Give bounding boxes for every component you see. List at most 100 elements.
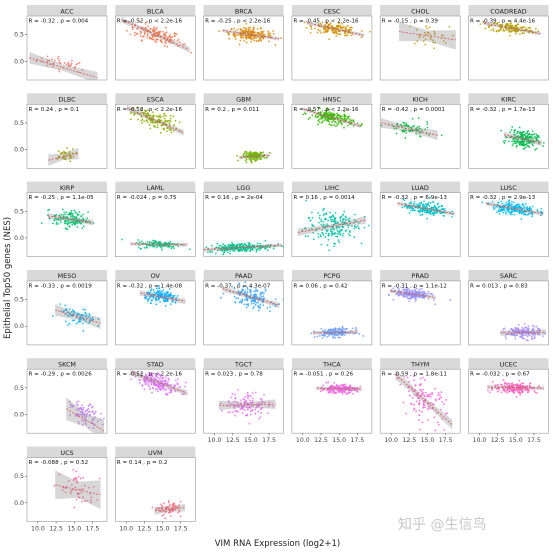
data-point	[170, 294, 173, 297]
data-point	[505, 208, 508, 211]
data-point	[234, 29, 237, 32]
data-point	[261, 400, 263, 403]
data-point	[67, 213, 70, 216]
data-point	[262, 30, 265, 33]
data-point	[413, 407, 416, 410]
data-point	[153, 35, 155, 38]
data-point	[151, 295, 154, 298]
data-point	[442, 403, 445, 405]
data-point	[346, 392, 349, 395]
data-point	[505, 23, 508, 26]
data-point	[72, 216, 75, 219]
data-point	[399, 293, 401, 296]
data-point	[331, 31, 334, 33]
data-point	[91, 418, 94, 421]
data-point	[77, 219, 80, 222]
data-point	[496, 211, 498, 214]
data-point	[86, 409, 88, 412]
data-point	[245, 152, 248, 155]
data-point	[484, 27, 486, 30]
data-point	[257, 301, 260, 304]
data-point	[487, 26, 490, 29]
data-point	[163, 291, 166, 294]
data-point	[517, 323, 520, 326]
data-point	[60, 213, 63, 216]
facet-strip	[115, 93, 196, 105]
data-point	[334, 217, 337, 220]
data-point	[63, 155, 66, 158]
data-point	[513, 205, 516, 208]
data-point	[416, 126, 419, 129]
x-tick-label: 10.0	[473, 437, 487, 444]
data-point	[149, 376, 152, 379]
data-point	[505, 213, 507, 215]
data-point	[141, 118, 144, 121]
data-point	[512, 385, 515, 387]
data-point	[334, 330, 336, 333]
data-point	[516, 331, 519, 334]
data-point	[505, 383, 508, 386]
data-point	[190, 51, 192, 54]
data-point	[64, 320, 67, 323]
data-point	[528, 207, 531, 210]
data-point	[250, 300, 253, 303]
data-point	[153, 26, 156, 29]
data-point	[440, 211, 443, 214]
confidence-band	[55, 304, 101, 330]
data-point	[537, 139, 539, 142]
data-point	[411, 296, 413, 299]
data-point	[81, 413, 83, 416]
data-point	[353, 225, 356, 227]
data-point	[346, 124, 349, 127]
data-point	[162, 513, 165, 516]
y-tick-label: 0.0	[14, 323, 24, 330]
data-point	[220, 409, 223, 412]
data-point	[160, 381, 163, 384]
data-point	[353, 386, 356, 389]
data-point	[252, 404, 255, 407]
data-point	[413, 204, 416, 207]
data-point	[247, 303, 250, 305]
data-point	[402, 287, 405, 289]
data-point	[501, 24, 503, 27]
stat-annotation: R = 0.14 , p = 0.2	[117, 460, 168, 466]
data-point	[512, 332, 515, 335]
data-point	[163, 112, 166, 115]
x-tick-label: 17.5	[350, 437, 364, 444]
data-point	[169, 240, 172, 243]
panel-frame	[26, 280, 108, 346]
data-point	[353, 388, 356, 391]
data-point	[164, 120, 167, 123]
data-point	[238, 33, 241, 35]
data-point	[313, 336, 316, 339]
regression-line	[154, 507, 186, 512]
data-point	[412, 389, 415, 392]
data-point	[342, 118, 344, 121]
data-point	[333, 333, 336, 335]
data-point	[268, 310, 271, 312]
data-point	[76, 226, 79, 228]
data-point	[496, 390, 499, 393]
data-point	[326, 244, 329, 247]
data-point	[150, 34, 153, 37]
data-point	[415, 410, 418, 413]
data-point	[223, 251, 226, 253]
data-point	[327, 381, 330, 384]
x-tick-label: 17.5	[86, 526, 100, 533]
data-point	[322, 234, 325, 236]
data-point	[509, 136, 511, 139]
data-point	[494, 384, 497, 387]
data-point	[321, 120, 324, 123]
data-point	[61, 489, 64, 492]
data-point	[409, 402, 412, 405]
data-point	[341, 221, 343, 224]
data-point	[154, 298, 157, 301]
data-point	[433, 33, 436, 36]
data-point	[69, 212, 72, 215]
regression-line	[399, 31, 456, 41]
facet-title: KICH	[413, 96, 429, 104]
data-point	[246, 286, 249, 289]
data-point	[325, 213, 328, 216]
data-point	[331, 218, 334, 221]
